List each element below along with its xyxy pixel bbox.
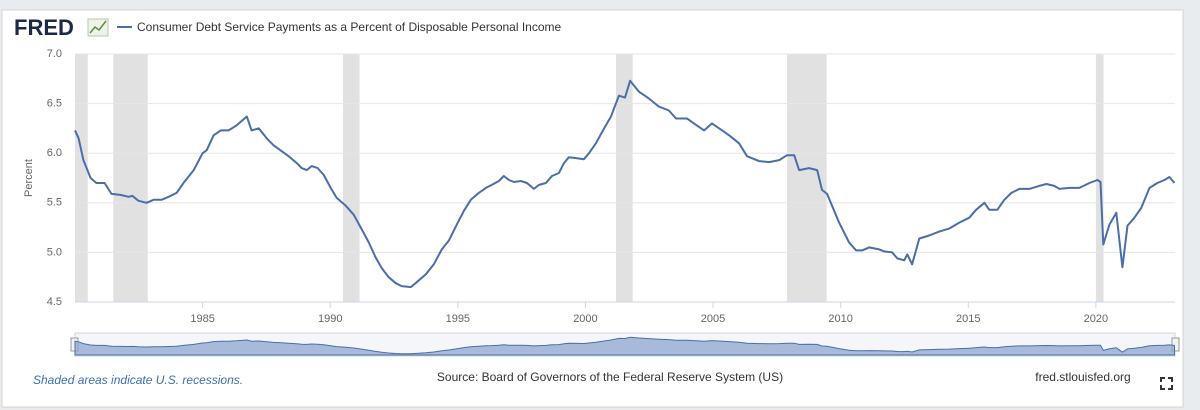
recession-band xyxy=(787,54,827,302)
plot-layer xyxy=(74,53,1176,308)
recession-band xyxy=(342,54,360,302)
logo: FRED xyxy=(14,15,74,40)
y-tick-label: 6.0 xyxy=(47,147,62,159)
recession-band xyxy=(1095,54,1104,302)
legend-label: Consumer Debt Service Payments as a Perc… xyxy=(137,20,562,34)
y-tick-label: 6.5 xyxy=(47,98,62,110)
fullscreen-icon[interactable] xyxy=(1160,377,1173,390)
recession-band xyxy=(113,54,148,302)
navigator-area xyxy=(74,336,1175,356)
recession-band xyxy=(75,54,88,302)
x-tick-label: 2020 xyxy=(1084,313,1108,325)
source: Source: Board of Governors of the Federa… xyxy=(437,370,783,384)
x-tick-label: 2010 xyxy=(828,313,852,325)
y-tick-label: 4.5 xyxy=(47,296,62,308)
x-tick-label: 2000 xyxy=(573,313,597,325)
recession-note: Shaded areas indicate U.S. recessions. xyxy=(33,373,243,387)
y-axis-label: Percent xyxy=(23,159,35,197)
site-link[interactable]: fred.stlouisfed.org xyxy=(1035,370,1130,384)
logo-icon xyxy=(87,18,109,37)
y-tick-label: 5.0 xyxy=(47,246,62,258)
data-line xyxy=(74,79,1176,289)
x-tick-label: 1995 xyxy=(446,313,470,325)
x-tick-label: 2015 xyxy=(956,313,980,325)
y-tick-label: 7.0 xyxy=(47,48,62,60)
navigator-handle[interactable] xyxy=(1171,337,1180,352)
y-tick-label: 5.5 xyxy=(47,197,62,209)
recession-band xyxy=(616,54,633,302)
x-tick-label: 2005 xyxy=(701,313,725,325)
x-tick-label: 1985 xyxy=(190,313,214,325)
x-tick-label: 1990 xyxy=(318,313,342,325)
